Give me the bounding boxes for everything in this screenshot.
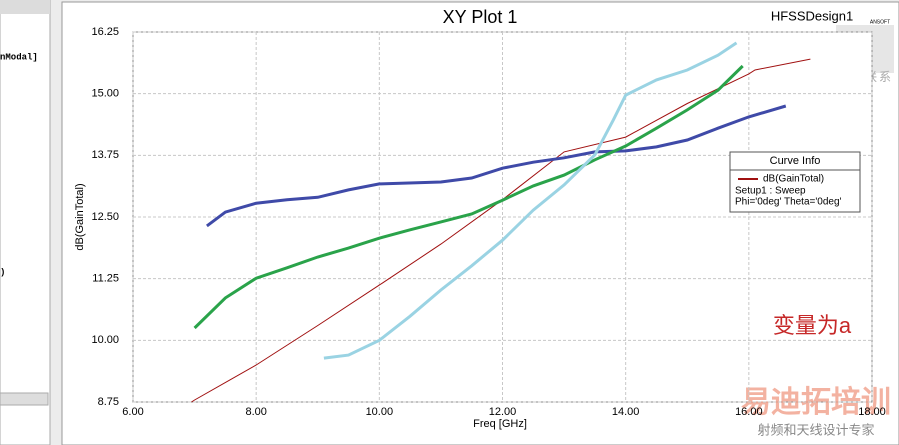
y-axis-label: dB(GainTotal) (74, 183, 86, 250)
design-name: HFSSDesign1 (771, 8, 853, 23)
y-tick-label: 10.00 (91, 334, 119, 346)
x-tick-label: 12.00 (489, 406, 517, 418)
watermark-sub: 射频和天线设计专家 (757, 422, 874, 437)
legend-label: dB(GainTotal) (763, 174, 824, 185)
x-tick-label: 10.00 (366, 406, 394, 418)
y-tick-label: 8.75 (98, 396, 119, 408)
y-tick-label: 11.25 (92, 273, 119, 285)
x-tick-label: 14.00 (612, 406, 640, 418)
y-tick-label: 13.75 (91, 149, 119, 161)
series-line (193, 64, 744, 330)
legend-box (729, 151, 861, 213)
x-axis-label: Freq [GHz] (473, 418, 527, 430)
y-tick-label: 15.00 (91, 88, 119, 100)
logo: ANSOFT (870, 19, 890, 25)
y-tick-label: 16.25 (91, 26, 119, 38)
watermark: 易迪拓培训 (741, 385, 891, 419)
x-tick-label: 16.00 (735, 406, 763, 418)
legend-note: Setup1 : Sweep (735, 186, 806, 197)
y-tick-label: 12.50 (91, 211, 119, 223)
left-panel (0, 0, 51, 445)
scrollbar[interactable] (0, 392, 49, 406)
x-tick-label: 6.00 (122, 406, 143, 418)
series-line (323, 41, 738, 360)
x-tick-label: 8.00 (245, 406, 266, 418)
chart-title: XY Plot 1 (443, 7, 518, 27)
legend-note: Phi='0deg' Theta='0deg' (735, 197, 842, 208)
legend-title: Curve Info (770, 155, 821, 167)
panel-text: nModal] (0, 52, 38, 62)
panel-text: ) (0, 267, 5, 277)
x-tick-label: 18.00 (858, 406, 886, 418)
annotation: 变量为a (773, 313, 852, 338)
series-line (206, 104, 787, 228)
panel-header (0, 0, 50, 14)
